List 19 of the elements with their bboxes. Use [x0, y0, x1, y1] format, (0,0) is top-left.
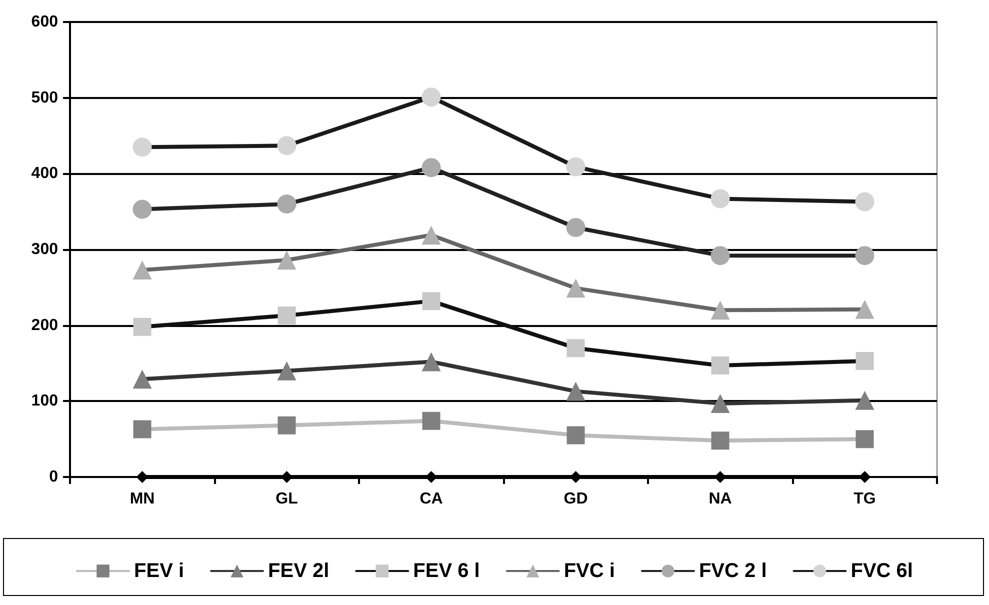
- y-tick-label: 0: [49, 468, 58, 486]
- y-tick-label: 200: [31, 316, 58, 334]
- x-tick-label: NA: [708, 490, 732, 508]
- y-tick-label: 600: [31, 14, 58, 30]
- x-tick-label: TG: [854, 490, 876, 508]
- x-tick-label: CA: [420, 490, 444, 508]
- x-tick-label: GL: [276, 490, 298, 508]
- legend-label: FEV 6 l: [413, 560, 480, 582]
- x-tick-label: MN: [130, 490, 155, 508]
- y-tick-label: 500: [31, 89, 58, 106]
- legend-label: FEV 2l: [268, 560, 330, 582]
- legend-label: FVC 6l: [850, 560, 913, 582]
- x-tick-label: GD: [564, 490, 588, 508]
- legend-label: FVC i: [564, 560, 615, 582]
- legend-label: FVC 2 l: [698, 560, 767, 582]
- y-tick-label: 300: [31, 241, 58, 258]
- y-tick-label: 400: [31, 165, 58, 182]
- legend-label: FEV i: [134, 560, 184, 582]
- y-tick-label: 100: [31, 392, 58, 410]
